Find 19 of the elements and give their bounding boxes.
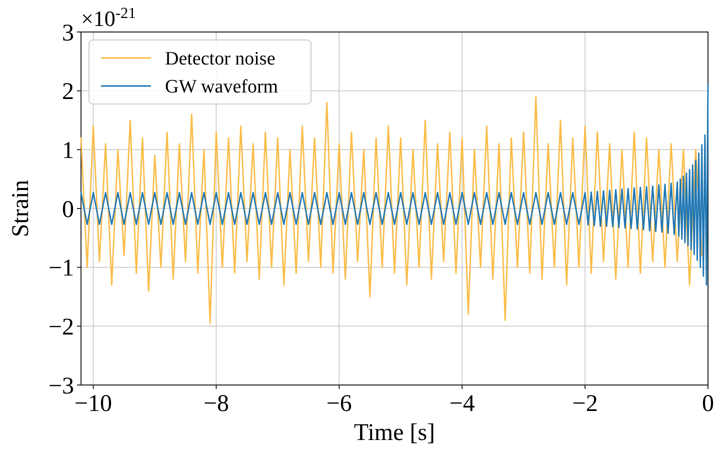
x-tick-label: −8 <box>203 391 230 417</box>
y-axis-title: Strain <box>8 180 34 238</box>
y-tick-label: 3 <box>62 20 74 46</box>
text: ×10$^{-21}$ <box>81 4 136 31</box>
line-series <box>80 96 703 324</box>
legend-label: Detector noise <box>165 48 276 70</box>
legend-label: GW waveform <box>165 76 278 98</box>
x-tick-label: −6 <box>326 391 352 417</box>
y-tick-label: 1 <box>62 138 74 164</box>
x-tick-label: −2 <box>572 391 598 417</box>
x-tick-label: −4 <box>449 391 475 417</box>
x-tick-label: −10 <box>74 391 112 417</box>
y-tick-label: 2 <box>62 79 74 106</box>
x-axis-title: Time [s] <box>354 420 436 446</box>
y-tick-label: −2 <box>48 314 74 341</box>
x-tick-label: 0 <box>702 391 714 417</box>
y-tick-label: −3 <box>48 373 74 400</box>
y-tick-label: −1 <box>48 256 74 282</box>
y-tick-label: 0 <box>62 196 74 223</box>
